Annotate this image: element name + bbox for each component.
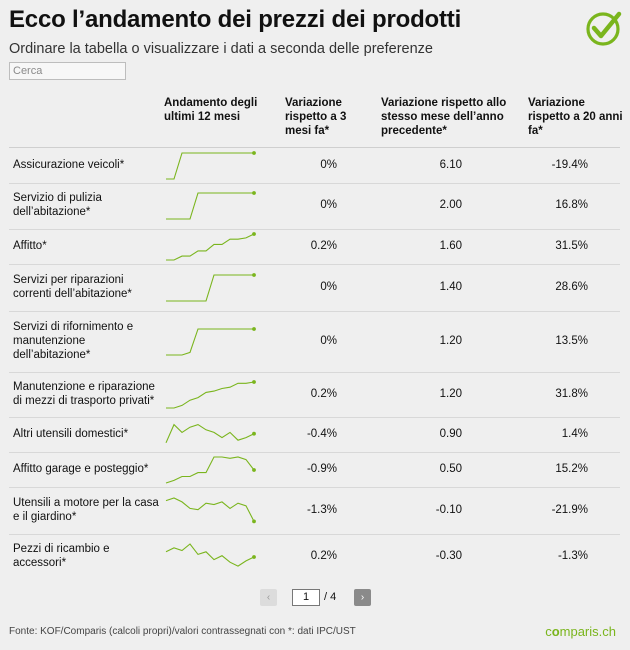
- trend-sparkline: [166, 326, 256, 356]
- product-name: Pezzi di ricambio e accessori*: [13, 543, 110, 569]
- trend-sparkline: [165, 543, 256, 567]
- column-header-trend[interactable]: Andamento degli ultimi 12 mesi: [164, 97, 258, 123]
- trend-sparkline: [165, 496, 256, 523]
- change-year: 2.00: [439, 199, 462, 211]
- product-name: Assicurazione veicoli*: [13, 158, 125, 171]
- product-name: Utensili a motore per la casa e il giard…: [13, 496, 159, 523]
- row-divider: [9, 372, 620, 373]
- brand-logo-o: o: [551, 624, 560, 639]
- brand-logo-rest: mparis.ch: [559, 624, 616, 639]
- column-header-3-months[interactable]: Variazione rispetto a 3 mesi fa*: [285, 97, 347, 137]
- product-name: Servizi di rifornimento e manutenzione d…: [13, 320, 134, 361]
- trend-sparkline: [166, 150, 256, 180]
- product-name: Affitto garage e posteggio*: [13, 462, 149, 475]
- change-3-months: 0%: [320, 158, 337, 171]
- trend-end-point: [252, 272, 256, 277]
- product-name: Manutenzione e riparazione di mezzi di t…: [13, 380, 155, 407]
- change-year: 0.50: [439, 462, 462, 475]
- change-3-months: 0%: [320, 280, 337, 293]
- column-header-20-years[interactable]: Variazione rispetto a 20 anni fa*: [528, 97, 623, 137]
- trend-line: [166, 151, 254, 180]
- trend-line: [166, 192, 254, 220]
- change-year: 6.10: [439, 158, 462, 171]
- trend-end-point: [252, 431, 256, 436]
- row-divider: [9, 452, 620, 453]
- page-total: / 4: [324, 591, 337, 603]
- trend-end-point: [252, 519, 256, 523]
- next-page-button[interactable]: ›: [354, 589, 371, 606]
- trend-line: [165, 423, 255, 443]
- column-header-year[interactable]: Variazione rispetto allo stesso mese del…: [381, 97, 507, 137]
- trend-sparkline: [165, 455, 256, 484]
- change-3-months: 0%: [320, 334, 337, 347]
- trend-end-point: [252, 467, 256, 472]
- brand-logo: comparis.ch: [545, 624, 616, 639]
- brand-logo-c: c: [545, 624, 552, 639]
- change-20-years: 16.8%: [555, 199, 588, 211]
- change-20-years: -21.9%: [551, 503, 588, 516]
- trend-line: [166, 380, 255, 409]
- trend-end-point: [252, 379, 256, 384]
- source-note: Fonte: KOF/Comparis (calcoli propri)/val…: [9, 626, 356, 637]
- change-20-years: -19.4%: [551, 158, 588, 171]
- row-divider: [9, 534, 620, 535]
- change-20-years: 31.5%: [555, 239, 588, 252]
- trend-sparkline: [166, 272, 256, 302]
- trend-end-point: [252, 191, 256, 195]
- trend-sparkline: [166, 191, 256, 220]
- change-3-months: 0%: [320, 199, 337, 211]
- change-20-years: 31.8%: [555, 387, 588, 400]
- trend-sparkline: [166, 379, 256, 409]
- page-subtitle: Ordinare la tabella o visualizzare i dat…: [9, 41, 433, 57]
- trend-line: [165, 496, 255, 522]
- trend-line: [165, 543, 255, 567]
- trend-line: [165, 455, 255, 484]
- change-year: 1.40: [439, 280, 462, 293]
- change-20-years: 13.5%: [555, 334, 588, 347]
- product-name: Servizio di pulizia dell’abitazione*: [13, 192, 102, 218]
- product-name: Servizi per riparazioni correnti dell’ab…: [13, 273, 132, 300]
- previous-page-button[interactable]: ‹: [260, 589, 277, 606]
- change-year: -0.30: [435, 550, 462, 562]
- search-input[interactable]: [9, 62, 126, 80]
- row-divider: [9, 487, 620, 488]
- trend-end-point: [252, 555, 256, 559]
- chevron-left-icon: ‹: [266, 592, 271, 603]
- header-divider: [9, 147, 620, 148]
- row-divider: [9, 417, 620, 418]
- change-year: -0.10: [435, 503, 462, 516]
- change-year: 1.20: [439, 334, 462, 347]
- trend-line: [166, 233, 255, 261]
- checkmark-circle-icon: [586, 11, 622, 46]
- row-divider: [9, 229, 620, 230]
- change-20-years: 15.2%: [555, 462, 588, 475]
- row-divider: [9, 311, 620, 312]
- change-20-years: 1.4%: [561, 427, 588, 440]
- trend-sparkline: [166, 231, 256, 261]
- change-year: 1.60: [439, 239, 462, 252]
- chevron-right-icon: ›: [360, 592, 365, 603]
- trend-line: [166, 273, 254, 302]
- trend-line: [166, 327, 254, 356]
- change-3-months: 0.2%: [310, 387, 337, 400]
- row-divider: [9, 264, 620, 265]
- trend-end-point: [252, 150, 256, 155]
- change-3-months: 0.2%: [310, 550, 337, 562]
- change-year: 0.90: [439, 427, 462, 440]
- change-3-months: 0.2%: [310, 239, 337, 252]
- change-3-months: -1.3%: [306, 503, 337, 516]
- page-number-input[interactable]: 1: [292, 589, 320, 606]
- change-3-months: -0.4%: [306, 427, 337, 440]
- change-year: 1.20: [439, 387, 462, 400]
- change-20-years: 28.6%: [555, 280, 588, 293]
- product-name: Altri utensili domestici*: [13, 427, 129, 440]
- trend-sparkline: [165, 423, 256, 443]
- row-divider: [9, 183, 620, 184]
- trend-end-point: [252, 326, 256, 331]
- change-20-years: -1.3%: [557, 550, 588, 562]
- trend-end-point: [252, 231, 256, 236]
- change-3-months: -0.9%: [306, 462, 337, 475]
- page-title: Ecco l’andamento dei prezzi dei prodotti: [9, 6, 462, 33]
- product-name: Affitto*: [13, 239, 47, 252]
